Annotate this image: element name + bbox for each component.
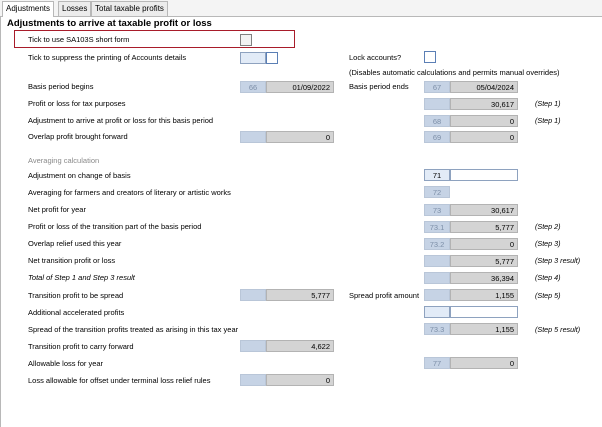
profit-loss-code xyxy=(424,98,450,110)
adj-change-basis-label: Adjustment on change of basis xyxy=(28,171,131,180)
adjustment-basis-value[interactable]: 0 xyxy=(450,115,518,127)
profit-loss-step: (Step 1) xyxy=(535,99,561,108)
tab-adjustments[interactable]: Adjustments xyxy=(2,1,55,17)
transition-spread-code xyxy=(240,289,266,301)
terminal-loss-value[interactable]: 0 xyxy=(266,374,334,386)
spread-treated-label: Spread of the transition profits treated… xyxy=(28,325,239,334)
adjustment-basis-step: (Step 1) xyxy=(535,116,561,125)
net-transition-value[interactable]: 5,777 xyxy=(450,255,518,267)
net-transition-code xyxy=(424,255,450,267)
transition-spread-label: Transition profit to be spread xyxy=(28,291,124,300)
overlap-relief-step: (Step 3) xyxy=(535,239,561,248)
tab-losses[interactable]: Losses xyxy=(58,1,92,16)
overlap-bf-value[interactable]: 0 xyxy=(266,131,334,143)
net-transition-label: Net transition profit or loss xyxy=(28,256,116,265)
adjustment-basis-label: Adjustment to arrive at profit or loss f… xyxy=(28,116,214,125)
overlap-relief-code: 73.2 xyxy=(424,238,450,250)
transition-spread-value[interactable]: 5,777 xyxy=(266,289,334,301)
basis-ends-label: Basis period ends xyxy=(349,82,409,91)
additional-accel-code xyxy=(424,306,450,318)
transition-part-value[interactable]: 5,777 xyxy=(450,221,518,233)
additional-accel-label: Additional accelerated profits xyxy=(28,308,125,317)
profit-loss-label: Profit or loss for tax purposes xyxy=(28,99,126,108)
spread-treated-value[interactable]: 1,155 xyxy=(450,323,518,335)
transition-part-code: 73.1 xyxy=(424,221,450,233)
total-steps-label: Total of Step 1 and Step 3 result xyxy=(28,273,135,282)
profit-loss-value[interactable]: 30,617 xyxy=(450,98,518,110)
allowable-loss-value[interactable]: 0 xyxy=(450,357,518,369)
suppress-label: Tick to suppress the printing of Account… xyxy=(28,53,187,62)
net-transition-step: (Step 3 result) xyxy=(535,256,581,265)
additional-accel-input[interactable] xyxy=(450,306,518,318)
tab-total-taxable-profits[interactable]: Total taxable profits xyxy=(91,1,168,16)
basis-begins-code: 66 xyxy=(240,81,266,93)
spread-treated-code: 73.3 xyxy=(424,323,450,335)
tab-bar: Adjustments Losses Total taxable profits xyxy=(0,0,602,17)
basis-ends-code: 67 xyxy=(424,81,450,93)
adjustment-basis-code: 68 xyxy=(424,115,450,127)
lock-accounts-label: Lock accounts? xyxy=(349,53,402,62)
transition-cf-code xyxy=(240,340,266,352)
terminal-loss-code xyxy=(240,374,266,386)
overlap-relief-label: Overlap relief used this year xyxy=(28,239,122,248)
short-form-label: Tick to use SA103S short form xyxy=(28,35,130,44)
transition-cf-label: Transition profit to carry forward xyxy=(28,342,134,351)
overlap-bf-value2[interactable]: 0 xyxy=(450,131,518,143)
spread-treated-step: (Step 5 result) xyxy=(535,325,581,334)
allowable-loss-label: Allowable loss for year xyxy=(28,359,104,368)
total-steps-code xyxy=(424,272,450,284)
basis-ends-value[interactable]: 05/04/2024 xyxy=(450,81,518,93)
suppress-checkbox[interactable] xyxy=(266,52,278,64)
net-profit-value[interactable]: 30,617 xyxy=(450,204,518,216)
transition-part-label: Profit or loss of the transition part of… xyxy=(28,222,202,231)
overlap-bf-label: Overlap profit brought forward xyxy=(28,132,128,141)
allowable-loss-code: 77 xyxy=(424,357,450,369)
spread-profit-label: Spread profit amount xyxy=(349,291,420,300)
averaging-heading: Averaging calculation xyxy=(28,156,100,165)
basis-begins-label: Basis period begins xyxy=(28,82,94,91)
spread-profit-code xyxy=(424,289,450,301)
basis-begins-value[interactable]: 01/09/2022 xyxy=(266,81,334,93)
lock-accounts-note: (Disables automatic calculations and per… xyxy=(349,68,560,77)
adj-change-basis-input[interactable] xyxy=(450,169,518,181)
transition-cf-value[interactable]: 4,622 xyxy=(266,340,334,352)
overlap-relief-value[interactable]: 0 xyxy=(450,238,518,250)
lock-accounts-checkbox[interactable] xyxy=(424,51,436,63)
overlap-bf-code-left xyxy=(240,131,266,143)
panel-border xyxy=(0,17,3,427)
spread-profit-step: (Step 5) xyxy=(535,291,561,300)
net-profit-label: Net profit for year xyxy=(28,205,86,214)
averaging-farmers-code: 72 xyxy=(424,186,450,198)
transition-part-step: (Step 2) xyxy=(535,222,561,231)
overlap-bf-code: 69 xyxy=(424,131,450,143)
total-steps-value[interactable]: 36,394 xyxy=(450,272,518,284)
averaging-farmers-label: Averaging for farmers and creators of li… xyxy=(28,188,231,197)
total-steps-step: (Step 4) xyxy=(535,273,561,282)
terminal-loss-label: Loss allowable for offset under terminal… xyxy=(28,376,211,385)
highlight-box xyxy=(14,30,295,48)
page-title: Adjustments to arrive at taxable profit … xyxy=(7,18,212,29)
spread-profit-value[interactable]: 1,155 xyxy=(450,289,518,301)
adj-change-basis-code: 71 xyxy=(424,169,450,181)
short-form-checkbox[interactable] xyxy=(240,34,252,46)
suppress-code xyxy=(240,52,266,64)
net-profit-code: 73 xyxy=(424,204,450,216)
